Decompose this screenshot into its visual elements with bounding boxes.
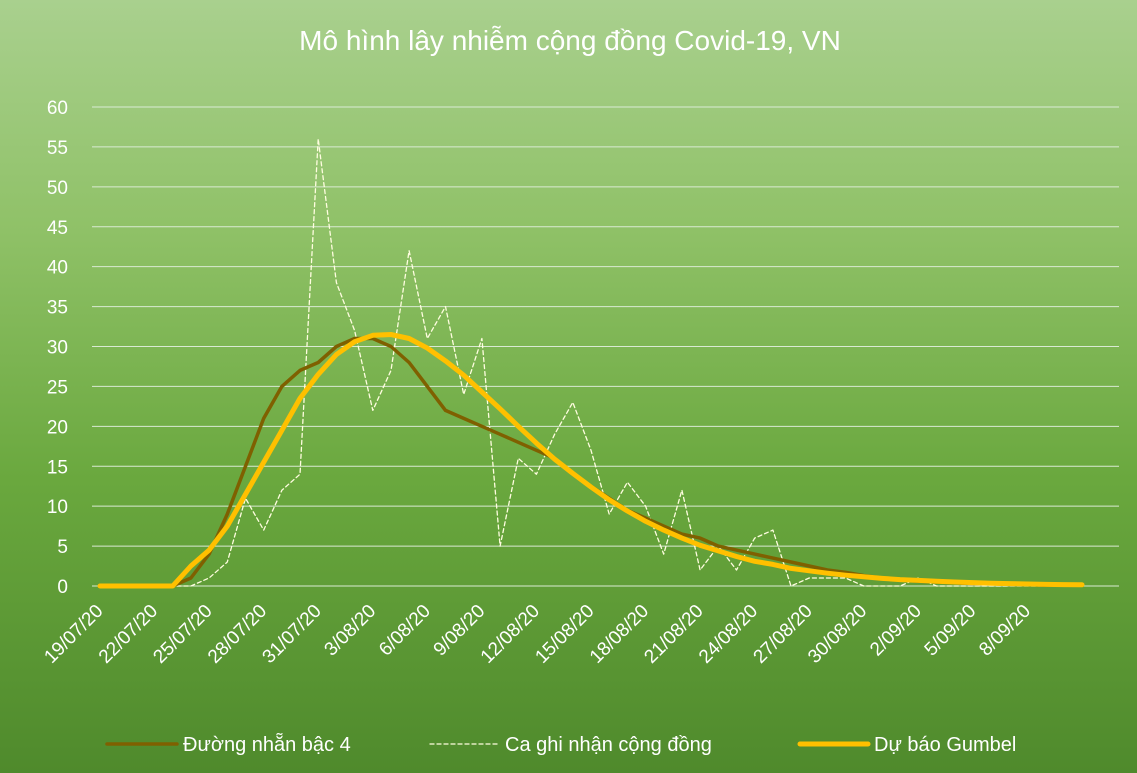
y-tick-label: 45: [47, 218, 68, 239]
y-tick-label: 0: [57, 577, 68, 598]
y-tick-label: 15: [47, 457, 68, 478]
y-tick-label: 25: [47, 377, 68, 398]
x-tick-label: 19/07/20: [40, 601, 107, 668]
y-tick-label: 5: [57, 537, 68, 558]
x-tick-label: 18/08/20: [586, 601, 653, 668]
y-tick-label: 35: [47, 298, 68, 319]
x-tick-label: 30/08/20: [804, 601, 871, 668]
y-tick-label: 50: [47, 178, 68, 199]
x-tick-label: 21/08/20: [640, 601, 707, 668]
x-tick-label: 3/08/20: [321, 601, 381, 661]
y-tick-label: 30: [47, 338, 68, 359]
grid-layer: [92, 106, 1119, 587]
x-tick-label: 15/08/20: [531, 601, 598, 668]
series-line: [97, 332, 1085, 589]
y-tick-label: 55: [47, 138, 68, 159]
x-tick-label: 27/08/20: [750, 601, 817, 668]
x-tick-label: 5/09/20: [921, 601, 981, 661]
x-tick-label: 8/09/20: [975, 601, 1035, 661]
x-tick-label: 22/07/20: [95, 601, 162, 668]
x-tick-label: 28/07/20: [204, 601, 271, 668]
x-tick-label: 24/08/20: [695, 601, 762, 668]
legend-label: Đường nhẵn bậc 4: [183, 733, 351, 756]
y-tick-label: 40: [47, 258, 68, 279]
x-tick-label: 2/09/20: [866, 601, 926, 661]
series-line: [98, 336, 1084, 588]
legend-label: Ca ghi nhận cộng đồng: [505, 734, 712, 756]
x-tick-label: 25/07/20: [149, 601, 216, 668]
y-tick-label: 10: [47, 497, 68, 518]
legend: Đường nhẵn bậc 4 Ca ghi nhận cộng đồng Dự …: [105, 733, 1016, 756]
y-tick-label: 60: [47, 98, 68, 119]
x-tick-label: 6/08/20: [375, 601, 435, 661]
legend-label: Dự báo Gumbel: [874, 734, 1016, 756]
x-axis: 19/07/2022/07/2025/07/2028/07/2031/07/20…: [40, 601, 1035, 668]
x-tick-label: 12/08/20: [477, 601, 544, 668]
y-axis: 0 5 10 15 20 25 30 35 40 45 50 55 60: [47, 98, 68, 598]
x-tick-label: 31/07/20: [259, 601, 326, 668]
series-line: [99, 138, 1083, 587]
series-layer: [97, 138, 1085, 589]
y-tick-label: 20: [47, 417, 68, 438]
chart-title: Mô hình lây nhiễm cộng đồng Covid-19, VN: [299, 25, 841, 56]
